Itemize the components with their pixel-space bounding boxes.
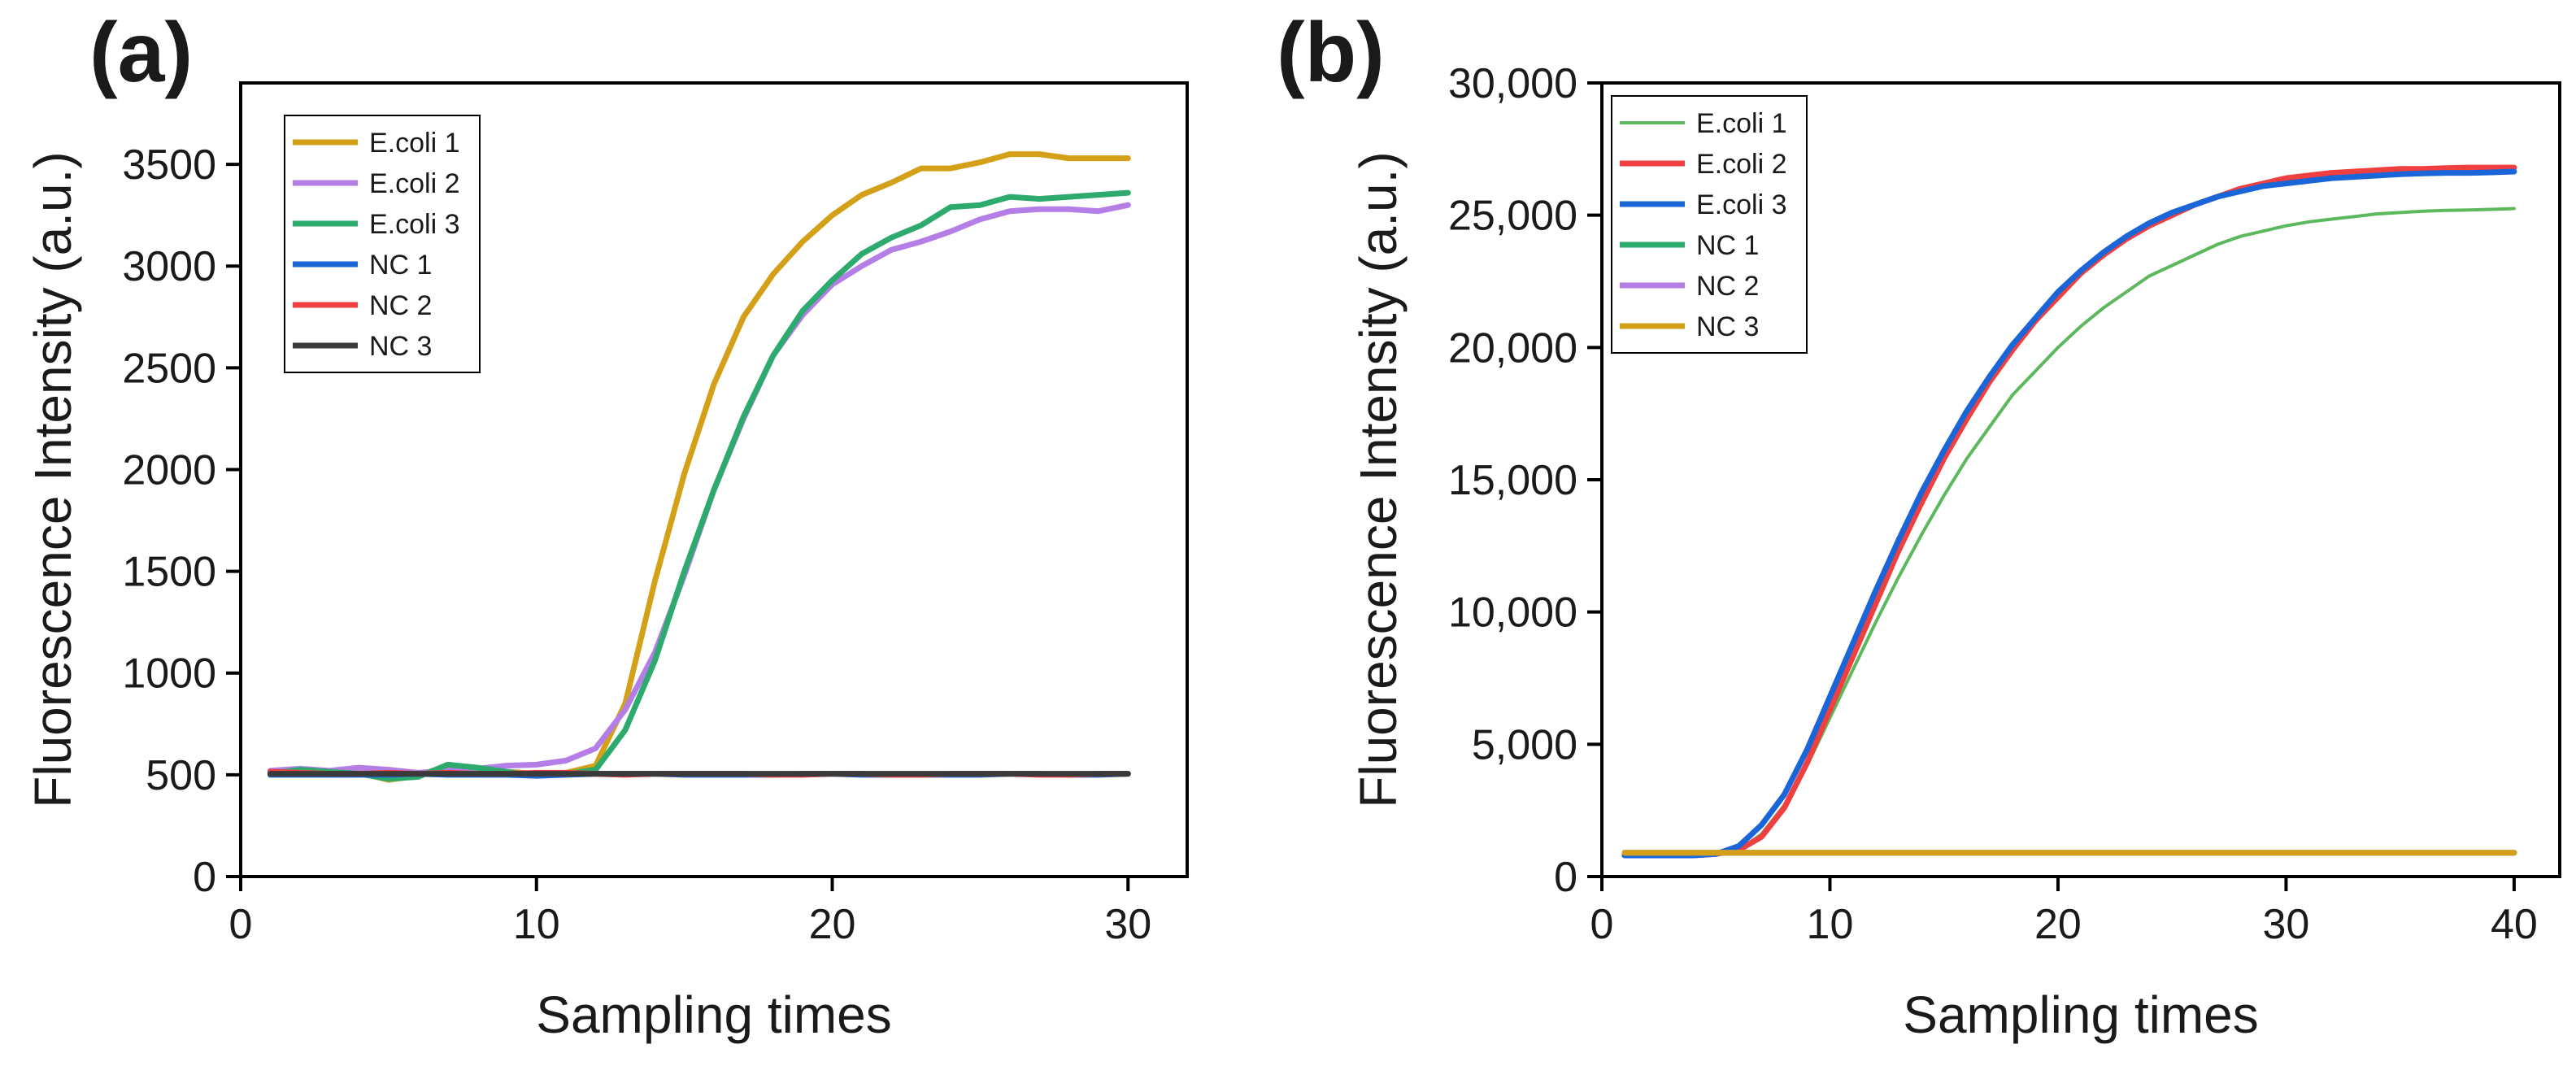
y-tick-label-a-1: 500 xyxy=(146,752,216,799)
y-tick-label-b-1: 5,000 xyxy=(1472,721,1577,768)
legend-b xyxy=(1611,95,1808,354)
y-tick-label-b-3: 15,000 xyxy=(1448,457,1577,504)
x-tick-label-b-3: 30 xyxy=(2263,901,2310,948)
panel-a: (a) Sampling times Fluorescence Intensit… xyxy=(24,6,1189,1044)
y-tick-label-a-2: 1000 xyxy=(122,650,216,698)
panel-label-a: (a) xyxy=(89,6,193,100)
y-tick-label-a-4: 2000 xyxy=(122,446,216,494)
y-tick-label-a-6: 3000 xyxy=(122,243,216,290)
panel-b: (b) Sampling times Fluorescence Intensit… xyxy=(1277,6,2561,1044)
legend-label-b-4: NC 1 xyxy=(1696,230,1759,261)
panel-label-b: (b) xyxy=(1277,6,1385,100)
series-line-b-3 xyxy=(1621,168,2517,859)
legend-label-a-6: NC 3 xyxy=(369,331,432,362)
legend-label-b-1: E.coli 1 xyxy=(1696,108,1787,139)
y-tick-label-b-0: 0 xyxy=(1554,854,1577,901)
y-tick-label-a-0: 0 xyxy=(193,854,216,901)
series-line-a-3 xyxy=(267,189,1131,782)
legend-label-a-5: NC 2 xyxy=(369,290,432,321)
x-tick-label-a-3: 30 xyxy=(1104,901,1151,948)
x-tick-label-a-0: 0 xyxy=(229,901,253,948)
y-tick-label-b-5: 25,000 xyxy=(1448,193,1577,240)
legend-a xyxy=(284,115,481,373)
y-tick-label-a-7: 3500 xyxy=(122,141,216,189)
legend-label-a-3: E.coli 3 xyxy=(369,209,460,240)
y-tick-label-b-6: 30,000 xyxy=(1448,60,1577,107)
legend-label-a-4: NC 1 xyxy=(369,250,432,281)
y-axis-title-a: Fluorescence Intensity (a.u.) xyxy=(24,151,82,807)
x-tick-label-b-1: 10 xyxy=(1807,901,1854,948)
y-tick-label-a-3: 1500 xyxy=(122,549,216,596)
y-tick-label-b-2: 10,000 xyxy=(1448,590,1577,637)
x-tick-label-b-0: 0 xyxy=(1590,901,1614,948)
series-line-b-2 xyxy=(1621,164,2517,859)
x-tick-label-a-1: 10 xyxy=(513,901,560,948)
x-tick-label-b-4: 40 xyxy=(2491,901,2538,948)
legend-label-b-2: E.coli 2 xyxy=(1696,149,1787,180)
legend-label-a-1: E.coli 1 xyxy=(369,128,460,159)
legend-label-b-5: NC 2 xyxy=(1696,271,1759,302)
legend-label-b-3: E.coli 3 xyxy=(1696,189,1787,220)
y-tick-label-a-5: 2500 xyxy=(122,345,216,392)
y-axis-title-b: Fluorescence Intensity (a.u.) xyxy=(1349,151,1408,807)
legend-label-a-2: E.coli 2 xyxy=(369,168,460,199)
legend-label-b-6: NC 3 xyxy=(1696,311,1759,342)
x-tick-label-b-2: 20 xyxy=(2034,901,2082,948)
x-axis-title-a: Sampling times xyxy=(536,986,892,1044)
y-tick-label-b-4: 20,000 xyxy=(1448,324,1577,372)
x-tick-label-a-2: 20 xyxy=(809,901,856,948)
plot-frame-a xyxy=(239,81,1189,878)
x-axis-title-b: Sampling times xyxy=(1903,986,2259,1044)
